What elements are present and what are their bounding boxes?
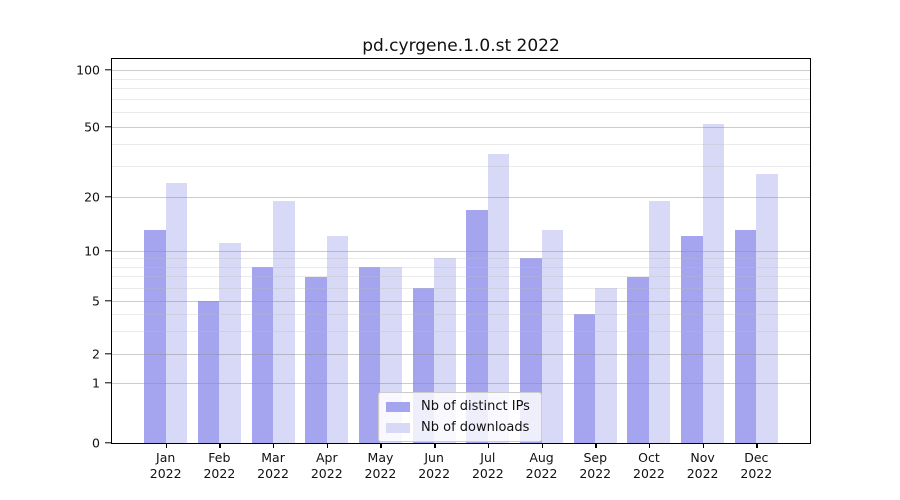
x-tick-label-apr: Apr 2022: [310, 450, 343, 481]
x-tick-label-oct: Oct 2022: [633, 450, 665, 481]
x-tick-mark-mar: [273, 443, 275, 448]
x-tick-label-jul: Jul 2022: [471, 450, 504, 481]
y-tick-mark-100: [105, 69, 111, 71]
gridline-minor-80: [112, 88, 810, 90]
legend-swatch-distinct-ips: [386, 401, 410, 412]
gridline-minor-9: [112, 258, 810, 260]
bar-distinct-ips-may: [358, 266, 381, 443]
bar-downloads-mar: [273, 200, 295, 443]
bar-downloads-aug: [541, 230, 564, 443]
bar-distinct-ips-feb: [197, 301, 220, 443]
legend-label-downloads: Nb of downloads: [421, 420, 530, 435]
bar-distinct-ips-sep: [573, 313, 596, 443]
gridline-minor-7: [112, 276, 810, 278]
x-tick-mark-jun: [434, 443, 436, 448]
gridline-minor-8: [112, 266, 810, 268]
gridline-minor-6: [112, 287, 810, 289]
legend: Nb of distinct IPs Nb of downloads: [378, 392, 542, 442]
bar-downloads-jul: [487, 154, 510, 443]
y-tick-label-50: 50: [84, 119, 100, 135]
y-tick-label-2: 2: [92, 346, 100, 362]
y-tick-label-10: 10: [84, 243, 100, 258]
gridline-major-1: [112, 383, 810, 385]
x-tick-label-aug: Aug 2022: [525, 450, 558, 481]
y-tick-label-100: 100: [76, 62, 100, 78]
x-tick-mark-jan: [165, 443, 168, 448]
x-tick-mark-apr: [326, 443, 329, 448]
bar-downloads-apr: [326, 236, 349, 443]
plot-area: Nb of distinct IPs Nb of downloads: [111, 58, 811, 444]
x-tick-label-mar: Mar 2022: [257, 450, 289, 481]
x-tick-mark-dec: [756, 443, 758, 448]
gridline-minor-90: [112, 78, 810, 80]
legend-swatch-downloads: [386, 422, 410, 433]
y-tick-label-20: 20: [84, 189, 100, 205]
x-tick-mark-sep: [595, 443, 597, 448]
gridline-minor-30: [112, 165, 810, 167]
x-tick-label-nov: Nov 2022: [686, 450, 719, 481]
x-tick-mark-may: [380, 443, 382, 448]
bar-downloads-feb: [219, 243, 241, 443]
y-tick-mark-0: [105, 442, 111, 444]
x-tick-label-may: May 2022: [364, 450, 397, 481]
gridline-minor-60: [112, 111, 810, 113]
y-tick-mark-20: [105, 196, 111, 198]
bar-downloads-oct: [648, 200, 671, 443]
bar-distinct-ips-jul: [466, 209, 488, 443]
gridline-major-20: [112, 197, 810, 198]
chart-title: pd.cyrgene.1.0.st 2022: [362, 36, 560, 56]
y-tick-mark-50: [105, 125, 111, 128]
x-tick-label-jan: Jan 2022: [149, 450, 182, 481]
y-tick-mark-1: [105, 382, 111, 384]
gridline-major-5: [112, 300, 810, 302]
bar-distinct-ips-apr: [305, 276, 327, 443]
bar-downloads-dec: [756, 173, 778, 443]
y-tick-mark-5: [105, 300, 111, 302]
x-tick-mark-jul: [487, 443, 490, 448]
gridline-minor-70: [112, 99, 810, 101]
bar-distinct-ips-dec: [734, 230, 757, 443]
x-tick-mark-feb: [219, 443, 221, 448]
y-tick-mark-10: [105, 249, 111, 252]
bar-downloads-jan: [165, 183, 188, 443]
gridline-major-50: [112, 126, 810, 128]
gridline-major-100: [112, 69, 810, 71]
gridline-minor-4: [112, 313, 810, 315]
x-tick-mark-nov: [702, 443, 704, 448]
bar-distinct-ips-nov: [681, 236, 703, 443]
legend-label-distinct-ips: Nb of distinct IPs: [421, 399, 530, 414]
y-tick-label-1: 1: [92, 375, 100, 391]
gridline-major-10: [112, 250, 810, 252]
gridline-minor-3: [112, 330, 810, 332]
y-tick-label-0: 0: [92, 435, 100, 451]
legend-row-downloads: Nb of downloads: [386, 420, 530, 435]
legend-row-distinct-ips: Nb of distinct IPs: [386, 399, 530, 414]
bar-distinct-ips-oct: [627, 276, 649, 443]
gridline-major-2: [112, 353, 810, 355]
bar-downloads-sep: [595, 287, 617, 443]
y-tick-mark-2: [105, 353, 111, 355]
bar-distinct-ips-jan: [144, 230, 166, 443]
y-tick-label-5: 5: [92, 293, 100, 309]
gridlines-layer: [112, 59, 810, 443]
x-tick-label-feb: Feb 2022: [203, 450, 236, 481]
bar-distinct-ips-mar: [251, 266, 274, 443]
x-tick-mark-aug: [541, 443, 543, 448]
x-tick-label-jun: Jun 2022: [418, 450, 451, 481]
bar-downloads-nov: [702, 123, 725, 443]
gridline-minor-40: [112, 143, 810, 145]
x-tick-label-sep: Sep 2022: [579, 450, 612, 481]
x-tick-mark-oct: [648, 443, 651, 448]
x-tick-label-dec: Dec 2022: [740, 450, 773, 481]
